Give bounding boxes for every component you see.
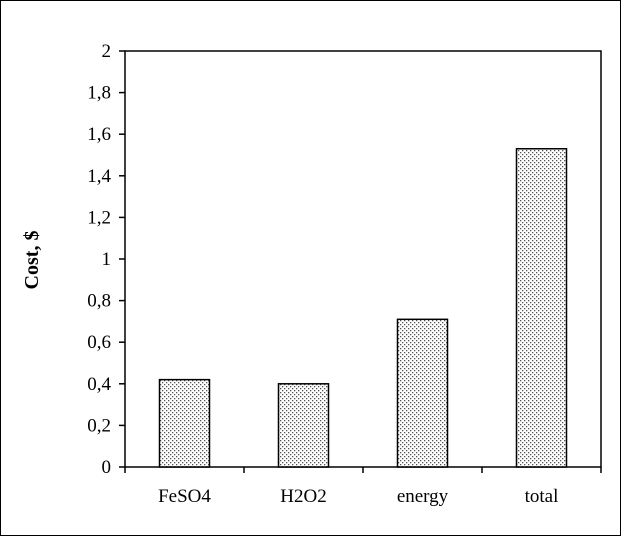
- y-tick-label: 0,8: [87, 291, 111, 312]
- plot-area: 0 0,2 0,4 0,6 0,8 1 1,2 1,4 1,6 1,8 2 FeSO4 H2O2 ener…: [87, 41, 602, 507]
- x-tick-label: total: [525, 486, 559, 507]
- y-tick-label: 2: [102, 41, 112, 62]
- y-tick-label: 0,6: [87, 332, 111, 353]
- y-tick-label: 0,2: [87, 415, 111, 436]
- bar-h2o2: [277, 383, 330, 468]
- y-tick-label: 1,2: [87, 207, 111, 228]
- x-tick-label: energy: [397, 486, 449, 507]
- y-tick-label: 0,4: [87, 374, 111, 395]
- y-tick-label: 1,6: [87, 124, 111, 145]
- y-tick-label: 1,8: [87, 83, 111, 104]
- bar-total: [515, 148, 568, 468]
- x-tick-label: H2O2: [280, 486, 326, 507]
- y-tick-label: 1,4: [87, 166, 111, 187]
- y-tick-label: 1: [102, 249, 112, 270]
- bar-feso4: [158, 378, 211, 468]
- bar-energy: [396, 318, 449, 468]
- x-tick-label: FeSO4: [158, 486, 211, 507]
- y-axis-label: Cost, $: [21, 231, 43, 290]
- y-tick-label: 0: [102, 457, 112, 478]
